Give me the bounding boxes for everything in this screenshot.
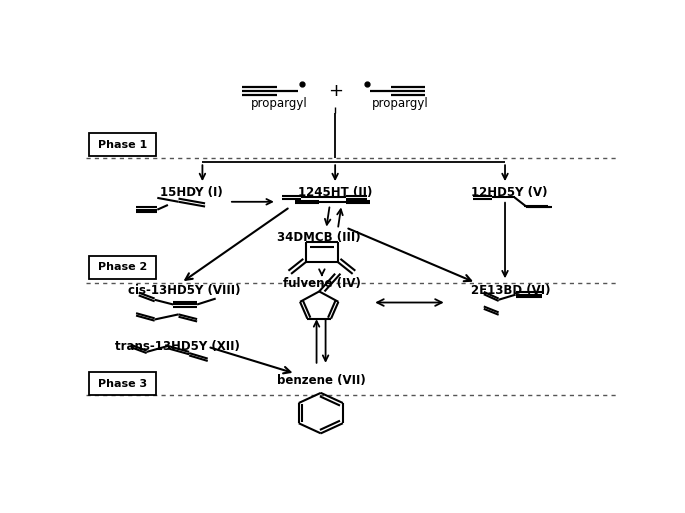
Text: 12HD5Y (V): 12HD5Y (V) bbox=[471, 186, 547, 199]
Text: +: + bbox=[327, 82, 342, 100]
FancyBboxPatch shape bbox=[89, 372, 155, 396]
Text: 34DMCB (III): 34DMCB (III) bbox=[277, 231, 361, 244]
Text: 15HDY (I): 15HDY (I) bbox=[160, 186, 223, 199]
Text: fulvene (IV): fulvene (IV) bbox=[283, 277, 361, 290]
Text: Phase 2: Phase 2 bbox=[98, 262, 147, 272]
Text: propargyl: propargyl bbox=[372, 97, 429, 110]
Text: 1245HT (II): 1245HT (II) bbox=[298, 186, 373, 199]
Text: benzene (VII): benzene (VII) bbox=[277, 373, 366, 387]
FancyBboxPatch shape bbox=[89, 256, 155, 279]
Text: cis-13HD5Y (VIII): cis-13HD5Y (VIII) bbox=[127, 284, 240, 297]
Text: Phase 1: Phase 1 bbox=[98, 140, 147, 150]
Text: Phase 3: Phase 3 bbox=[98, 379, 147, 389]
Text: 2E13BD (VI): 2E13BD (VI) bbox=[471, 284, 550, 297]
Text: propargyl: propargyl bbox=[251, 97, 308, 110]
FancyBboxPatch shape bbox=[89, 133, 155, 156]
Text: trans-13HD5Y (XII): trans-13HD5Y (XII) bbox=[115, 340, 240, 353]
